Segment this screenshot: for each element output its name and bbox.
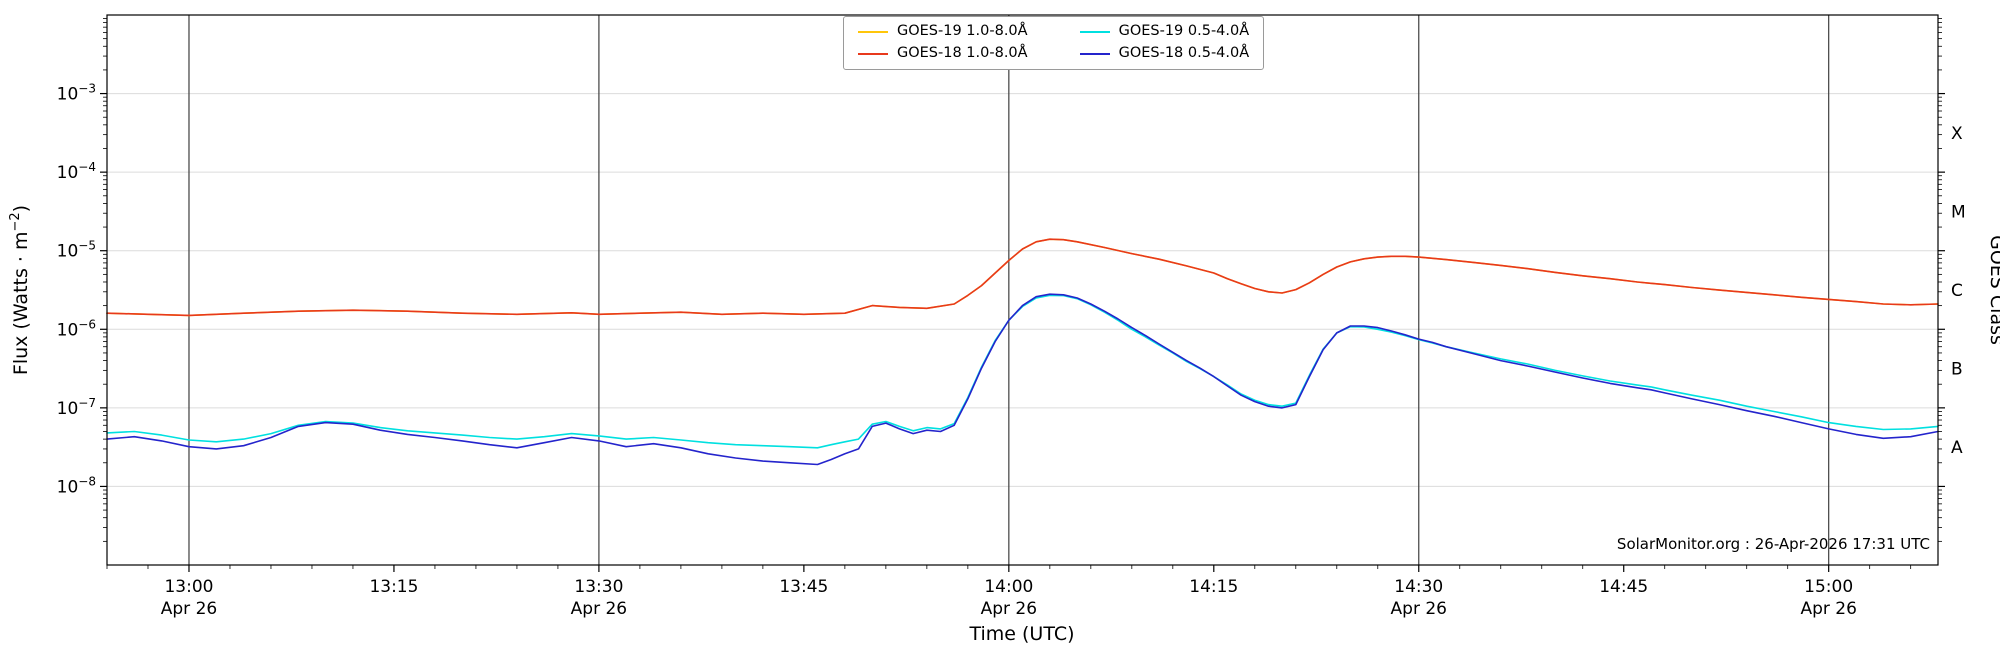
y-tick-label: 10−7 [57,396,96,419]
y-tick-label: 10−4 [57,160,96,183]
goes-class-label: M [1951,202,1966,222]
goes-class-label: A [1951,438,1963,458]
legend-item: GOES-18 1.0-8.0Å [858,44,1028,62]
right-axis-label: GOES Class [1986,235,2000,345]
legend-line-swatch [858,52,888,55]
y-axis-label-suffix: ) [10,205,32,212]
x-tick-time-label: 14:15 [1189,577,1238,597]
x-tick-time-label: 13:45 [779,577,828,597]
legend-line-swatch [858,30,888,33]
watermark: SolarMonitor.org : 26-Apr-2026 17:31 UTC [1617,535,1930,553]
y-tick-label: 10−6 [57,317,96,340]
y-axis-label: Flux (Watts · m−2) [8,205,32,375]
y-axis-label-superscript: −2 [8,212,23,231]
x-axis-label: Time (UTC) [968,623,1074,645]
legend-item: GOES-19 0.5-4.0Å [1079,23,1250,40]
legend-item: GOES-18 0.5-4.0Å [1079,44,1250,62]
goes-class-label: B [1951,360,1963,380]
legend-line-swatch [1079,30,1110,33]
x-tick-date-label: Apr 26 [1391,599,1447,619]
legend-item-label: GOES-18 1.0-8.0Å [897,44,1028,61]
x-tick-time-label: 13:30 [574,577,623,597]
x-tick-date-label: Apr 26 [981,599,1037,619]
y-axis-label-prefix: Flux (Watts · m [10,232,32,376]
x-tick-time-label: 14:00 [984,577,1033,597]
legend-item-label: GOES-19 1.0-8.0Å [897,23,1028,39]
x-tick-time-label: 14:45 [1599,577,1648,597]
series-line [106,294,1939,449]
legend-item: GOES-19 1.0-8.0Å [858,23,1028,40]
legend-item-label: GOES-18 0.5-4.0Å [1118,44,1250,61]
x-tick-time-label: 14:30 [1394,577,1443,597]
x-tick-time-label: 15:00 [1804,577,1853,597]
series-line [106,293,1939,466]
plot-border [106,14,1939,566]
x-tick-date-label: Apr 26 [571,599,627,619]
legend-line-swatch [1079,52,1110,55]
x-tick-date-label: Apr 26 [1800,599,1856,619]
grid-layer [107,15,1938,565]
goes-class-label: C [1951,281,1963,301]
series-layer [106,238,1939,466]
series-line [106,238,1939,317]
legend-item-label: GOES-19 0.5-4.0Å [1118,23,1250,39]
goes-class-label: X [1951,124,1963,144]
y-tick-label: 10−8 [57,474,96,497]
y-tick-label: 10−3 [57,82,96,105]
y-tick-label: 10−5 [57,239,96,262]
x-tick-time-label: 13:00 [164,577,213,597]
x-tick-date-label: Apr 26 [161,599,217,619]
legend: GOES-19 1.0-8.0Å GOES-18 1.0-8.0Å GOES-19 … [843,16,1265,70]
x-tick-time-label: 13:15 [369,577,418,597]
